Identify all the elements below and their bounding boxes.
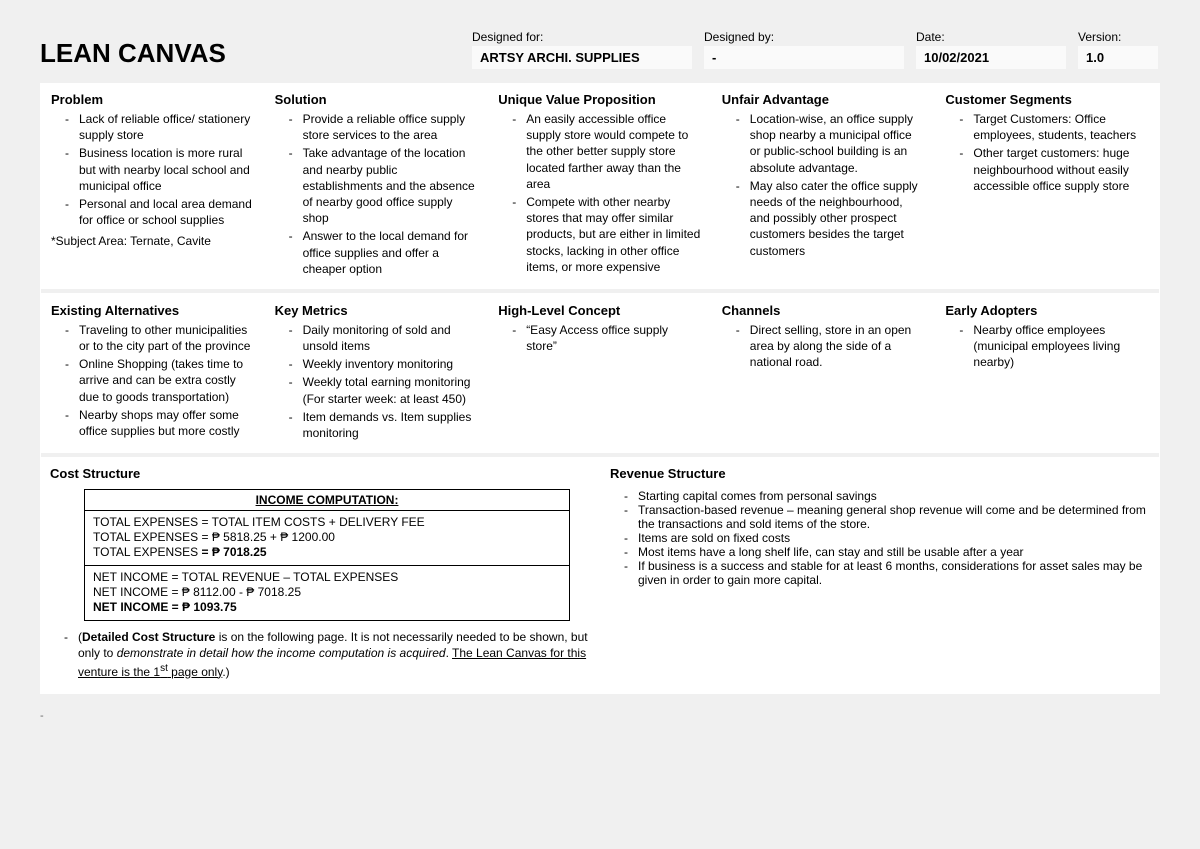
- box-customer-segments: Customer Segments Target Customers: Offi…: [935, 84, 1159, 293]
- list-item: Nearby shops may offer some office suppl…: [79, 407, 255, 439]
- list-item: Compete with other nearby stores that ma…: [526, 194, 702, 275]
- list-item: Daily monitoring of sold and unsold item…: [303, 322, 479, 354]
- list-item: Transaction-based revenue – meaning gene…: [638, 503, 1150, 531]
- canvas-row-3: Cost Structure INCOME COMPUTATION: TOTAL…: [40, 458, 1160, 694]
- document-title: LEAN CANVAS: [40, 38, 460, 69]
- trailing-dash: -: [40, 710, 1160, 722]
- list-item: Answer to the local demand for office su…: [303, 228, 479, 277]
- header-row: LEAN CANVAS Designed for: ARTSY ARCHI. S…: [40, 30, 1160, 69]
- list-item: Items are sold on fixed costs: [638, 531, 1150, 545]
- box-problem: Problem Lack of reliable office/ station…: [41, 84, 265, 293]
- box-heading: High-Level Concept: [498, 303, 702, 318]
- box-list: Nearby office employees (municipal emplo…: [945, 322, 1149, 371]
- box-list: “Easy Access office supply store”: [498, 322, 702, 354]
- box-heading: Early Adopters: [945, 303, 1149, 318]
- list-item: If business is a success and stable for …: [638, 559, 1150, 587]
- box-list: Lack of reliable office/ stationery supp…: [51, 111, 255, 228]
- list-item: Item demands vs. Item supplies monitorin…: [303, 409, 479, 441]
- list-item: Most items have a long shelf life, can s…: [638, 545, 1150, 559]
- box-list: An easily accessible office supply store…: [498, 111, 702, 275]
- box-alternatives: Existing Alternatives Traveling to other…: [41, 295, 265, 457]
- meta-date: Date: 10/02/2021: [916, 30, 1066, 69]
- box-heading: Revenue Structure: [610, 466, 1150, 481]
- list-item: Weekly total earning monitoring (For sta…: [303, 374, 479, 406]
- lean-canvas-document: LEAN CANVAS Designed for: ARTSY ARCHI. S…: [40, 30, 1160, 722]
- box-heading: Unique Value Proposition: [498, 92, 702, 107]
- box-list: Traveling to other municipalities or to …: [51, 322, 255, 439]
- income-expenses: TOTAL EXPENSES = TOTAL ITEM COSTS + DELI…: [85, 511, 569, 565]
- box-key-metrics: Key Metrics Daily monitoring of sold and…: [265, 295, 489, 457]
- meta-label: Version:: [1078, 30, 1158, 44]
- list-item: An easily accessible office supply store…: [526, 111, 702, 192]
- meta-value: 1.0: [1078, 46, 1158, 69]
- meta-label: Designed by:: [704, 30, 904, 44]
- canvas-row-1: Problem Lack of reliable office/ station…: [40, 83, 1160, 294]
- box-uvp: Unique Value Proposition An easily acces…: [488, 84, 712, 293]
- meta-value: -: [704, 46, 904, 69]
- meta-label: Date:: [916, 30, 1066, 44]
- income-line: TOTAL EXPENSES = ₱ 5818.25 + ₱ 1200.00: [93, 530, 561, 544]
- box-heading: Existing Alternatives: [51, 303, 255, 318]
- income-line: NET INCOME = ₱ 8112.00 - ₱ 7018.25: [93, 585, 561, 599]
- list-item: Business location is more rural but with…: [79, 145, 255, 194]
- list-item: Target Customers: Office employees, stud…: [973, 111, 1149, 143]
- box-list: Starting capital comes from personal sav…: [610, 489, 1150, 587]
- box-heading: Key Metrics: [275, 303, 479, 318]
- box-heading: Unfair Advantage: [722, 92, 926, 107]
- income-computation-box: INCOME COMPUTATION: TOTAL EXPENSES = TOT…: [84, 489, 570, 621]
- box-list: Daily monitoring of sold and unsold item…: [275, 322, 479, 441]
- box-heading: Channels: [722, 303, 926, 318]
- box-list: Direct selling, store in an open area by…: [722, 322, 926, 371]
- box-list: Target Customers: Office employees, stud…: [945, 111, 1149, 194]
- list-item: Lack of reliable office/ stationery supp…: [79, 111, 255, 143]
- meta-value: ARTSY ARCHI. SUPPLIES: [472, 46, 692, 69]
- list-item: Direct selling, store in an open area by…: [750, 322, 926, 371]
- income-line: NET INCOME = ₱ 1093.75: [93, 600, 561, 614]
- income-line: NET INCOME = TOTAL REVENUE – TOTAL EXPEN…: [93, 570, 561, 584]
- list-item: “Easy Access office supply store”: [526, 322, 702, 354]
- list-item: Other target customers: huge neighbourho…: [973, 145, 1149, 194]
- list-item: Weekly inventory monitoring: [303, 356, 479, 372]
- meta-label: Designed for:: [472, 30, 692, 44]
- box-solution: Solution Provide a reliable office suppl…: [265, 84, 489, 293]
- meta-designed-for: Designed for: ARTSY ARCHI. SUPPLIES: [472, 30, 692, 69]
- meta-value: 10/02/2021: [916, 46, 1066, 69]
- income-net: NET INCOME = TOTAL REVENUE – TOTAL EXPEN…: [85, 565, 569, 620]
- list-item: Personal and local area demand for offic…: [79, 196, 255, 228]
- income-line: TOTAL EXPENSES = TOTAL ITEM COSTS + DELI…: [93, 515, 561, 529]
- box-early-adopters: Early Adopters Nearby office employees (…: [935, 295, 1159, 457]
- box-cost-structure: Cost Structure INCOME COMPUTATION: TOTAL…: [40, 458, 600, 694]
- box-high-level-concept: High-Level Concept “Easy Access office s…: [488, 295, 712, 457]
- list-item: Traveling to other municipalities or to …: [79, 322, 255, 354]
- list-item: Location-wise, an office supply shop nea…: [750, 111, 926, 176]
- list-item: Take advantage of the location and nearb…: [303, 145, 479, 226]
- income-line: TOTAL EXPENSES = ₱ 7018.25: [93, 545, 561, 559]
- canvas-row-2: Existing Alternatives Traveling to other…: [40, 294, 1160, 458]
- box-unfair-advantage: Unfair Advantage Location-wise, an offic…: [712, 84, 936, 293]
- box-heading: Problem: [51, 92, 255, 107]
- box-heading: Customer Segments: [945, 92, 1149, 107]
- income-title: INCOME COMPUTATION:: [85, 490, 569, 511]
- box-footnote: *Subject Area: Ternate, Cavite: [51, 234, 255, 248]
- box-heading: Cost Structure: [50, 466, 590, 481]
- list-item: Nearby office employees (municipal emplo…: [973, 322, 1149, 371]
- box-channels: Channels Direct selling, store in an ope…: [712, 295, 936, 457]
- meta-version: Version: 1.0: [1078, 30, 1158, 69]
- list-item: Starting capital comes from personal sav…: [638, 489, 1150, 503]
- list-item: May also cater the office supply needs o…: [750, 178, 926, 259]
- box-heading: Solution: [275, 92, 479, 107]
- list-item: Online Shopping (takes time to arrive an…: [79, 356, 255, 405]
- box-list: Location-wise, an office supply shop nea…: [722, 111, 926, 259]
- cost-note: (Detailed Cost Structure is on the follo…: [50, 629, 590, 680]
- box-revenue-structure: Revenue Structure Starting capital comes…: [600, 458, 1160, 694]
- list-item: Provide a reliable office supply store s…: [303, 111, 479, 143]
- box-list: Provide a reliable office supply store s…: [275, 111, 479, 277]
- cost-note-item: (Detailed Cost Structure is on the follo…: [78, 629, 590, 680]
- meta-designed-by: Designed by: -: [704, 30, 904, 69]
